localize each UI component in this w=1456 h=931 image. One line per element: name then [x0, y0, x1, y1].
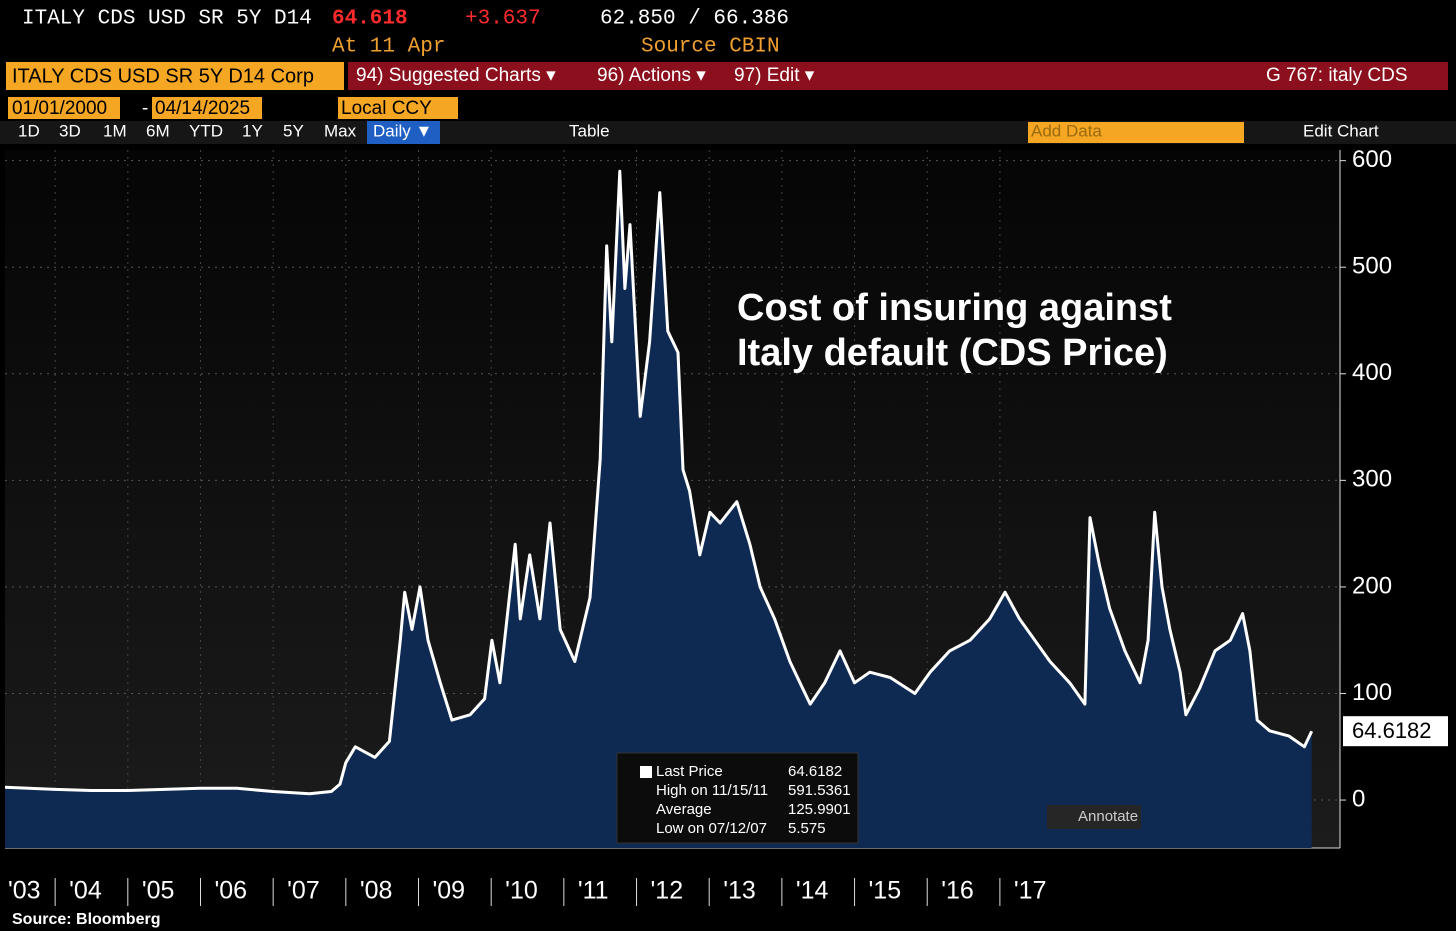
x-tick-label: '13	[723, 877, 756, 905]
annotate[interactable]: Annotate	[1078, 808, 1138, 825]
currency[interactable]: Local CCY	[341, 98, 432, 119]
menu[interactable]: 94) Suggested Charts ▾	[356, 65, 556, 86]
source: Source CBIN	[641, 36, 780, 59]
period-button[interactable]: 3D	[59, 121, 81, 140]
currency-box[interactable]	[338, 97, 458, 119]
menu[interactable]: 97) Edit ▾	[734, 65, 815, 86]
legend-label: High on 11/15/11	[656, 782, 768, 799]
x-tick-label: '03	[8, 877, 41, 905]
footer: Source: Bloomberg	[12, 911, 160, 928]
security-box[interactable]	[6, 62, 344, 90]
as-of: At 11 Apr	[332, 36, 445, 59]
period-button[interactable]: Max	[324, 121, 357, 140]
x-tick-label: '05	[142, 877, 175, 905]
legend-swatch	[640, 766, 652, 778]
toolbar	[348, 62, 1448, 90]
period-button[interactable]: 6M	[146, 121, 170, 140]
annotation: Cost of insuring against	[737, 287, 1172, 329]
add-data-box[interactable]	[1028, 122, 1244, 143]
x-tick-label: '07	[287, 877, 320, 905]
table-button[interactable]: Table	[569, 121, 610, 140]
x-tick-label: '08	[360, 877, 393, 905]
period-button[interactable]: 5Y	[283, 121, 304, 140]
legend-value: 125.9901	[788, 801, 851, 818]
legend-label: Last Price	[656, 763, 723, 780]
change: +3.637	[465, 8, 541, 31]
legend-value: 591.5361	[788, 782, 851, 799]
date-box[interactable]	[152, 97, 262, 119]
last-price-tag	[1343, 716, 1448, 747]
frequency-box[interactable]	[367, 121, 440, 144]
legend-rows: Last Price 64.6182 High on 11/15/11 591.536…	[640, 763, 851, 837]
y-tick-label: 600	[1352, 146, 1392, 173]
range: 62.850 / 66.386	[600, 8, 789, 31]
line	[4, 169, 1314, 796]
legend	[616, 752, 859, 844]
page-id: G 767: italy CDS	[1266, 65, 1408, 86]
x-tick-label: '16	[941, 877, 974, 905]
x-tick-label: '12	[651, 877, 684, 905]
y-tick-label: 300	[1352, 466, 1392, 493]
price: 64.618	[332, 8, 408, 31]
last-price-label: 64.6182	[1352, 718, 1432, 743]
date-separator: -	[142, 98, 148, 119]
x-tick-label: '11	[578, 877, 609, 905]
x-tick-label: '14	[796, 877, 829, 905]
y-tick-label: 500	[1352, 253, 1392, 280]
x-tick-label: '06	[214, 877, 247, 905]
ticker: ITALY CDS USD SR 5Y D14	[22, 8, 312, 31]
annotation: Italy default (CDS Price)	[737, 332, 1168, 374]
x-tick-label: '10	[505, 877, 538, 905]
date-box[interactable]	[8, 97, 120, 119]
x-tick-label: '04	[69, 877, 102, 905]
plot	[4, 150, 1340, 849]
x-tick-label: '09	[433, 877, 466, 905]
x-tick-label: '17	[1014, 877, 1047, 905]
period-buttons: 1D 3D 1M 6M YTD 1Y 5Y Max	[18, 121, 357, 140]
y-tick-label: 200	[1352, 572, 1392, 599]
y-tick-label: 100	[1352, 679, 1392, 706]
legend-label: Low on 07/12/07	[656, 820, 767, 837]
start-date[interactable]: 01/01/2000	[12, 98, 107, 119]
period-button[interactable]: 1M	[103, 121, 127, 140]
end-date[interactable]: 04/14/2025	[155, 98, 250, 119]
add-data[interactable]: Add Data	[1031, 121, 1102, 140]
legend-label: Average	[656, 801, 712, 818]
annotate-button[interactable]	[1047, 805, 1141, 829]
period-button[interactable]: 1Y	[242, 121, 263, 140]
area	[5, 171, 1312, 849]
legend-value: 5.575	[788, 820, 826, 837]
menu[interactable]: 96) Actions ▾	[597, 65, 706, 86]
legend-value: 64.6182	[788, 763, 842, 780]
x-tick-label: '15	[869, 877, 902, 905]
period-button[interactable]: 1D	[18, 121, 40, 140]
y-tick-label: 0	[1352, 785, 1365, 812]
frequency[interactable]: Daily ▼	[373, 121, 432, 140]
security[interactable]: ITALY CDS USD SR 5Y D14 Corp	[12, 65, 314, 87]
period-button[interactable]: YTD	[189, 121, 223, 140]
y-tick-label: 400	[1352, 359, 1392, 386]
edit-chart[interactable]: Edit Chart	[1303, 121, 1379, 140]
